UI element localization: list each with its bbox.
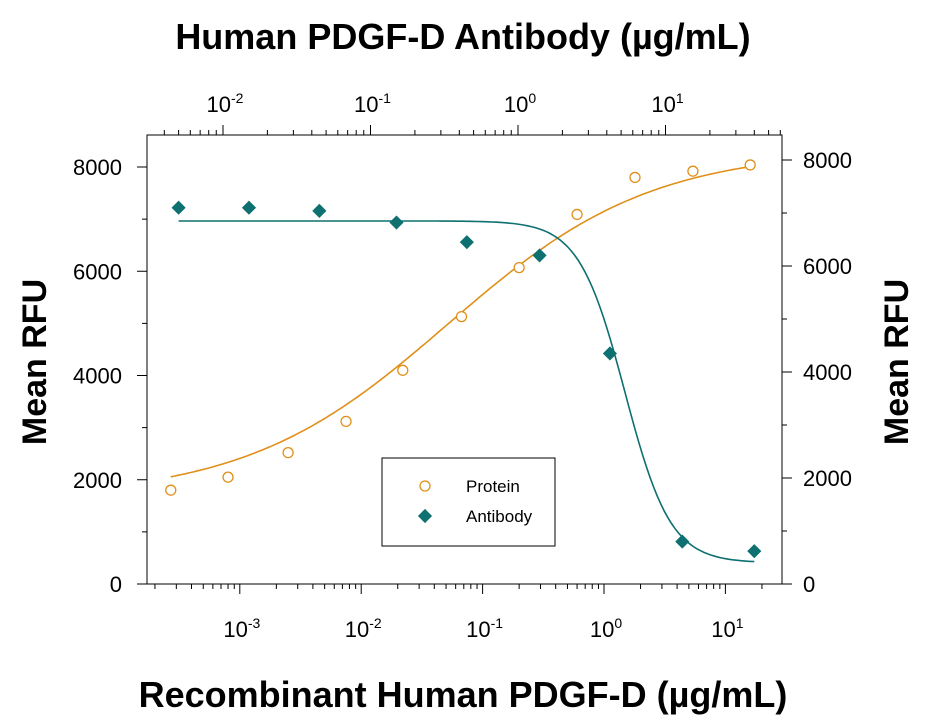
protein-data-point	[397, 364, 409, 376]
protein-data-point	[513, 261, 525, 274]
legend-label-antibody: Antibody	[466, 507, 533, 526]
left-tick-label: 0	[110, 572, 122, 597]
right-tick-label: 4000	[803, 360, 852, 385]
antibody-data-point	[675, 534, 690, 549]
left-tick-label: 6000	[73, 259, 122, 284]
legend-marker-antibody	[417, 508, 433, 524]
antibody-data-point	[312, 203, 327, 218]
legend: Protein Antibody	[381, 457, 556, 547]
antibody-data-point	[389, 215, 404, 230]
antibody-data-point	[602, 346, 618, 361]
legend-label-protein: Protein	[466, 477, 520, 496]
x-axis-title: Recombinant Human PDGF-D (µg/mL)	[139, 674, 788, 715]
tick-marks	[137, 125, 792, 594]
antibody-fit-curve	[178, 220, 755, 563]
protein-data-point	[165, 484, 177, 496]
tick-labels: 10-3 10-2 10-1 100 101 10-2 10-1 100 101 0 2000 400…	[73, 90, 852, 642]
bottom-tick-label: 10-2	[345, 615, 382, 642]
bottom-tick-label: 101	[711, 615, 743, 642]
protein-data-point	[687, 165, 699, 177]
plot-frame	[146, 134, 783, 585]
antibody-data-point	[532, 248, 547, 263]
antibody-data-point	[171, 200, 186, 215]
left-tick-label: 4000	[73, 364, 122, 389]
protein-data-point	[455, 310, 468, 323]
bottom-tick-label: 10-3	[223, 615, 260, 642]
left-tick-label: 8000	[73, 155, 122, 180]
data-points	[165, 159, 762, 559]
right-tick-label: 6000	[803, 254, 852, 279]
right-tick-label: 0	[803, 572, 815, 597]
left-tick-label: 2000	[73, 468, 122, 493]
right-tick-label: 8000	[803, 148, 852, 173]
antibody-data-point	[459, 235, 474, 250]
right-y-axis-title: Mean RFU	[878, 279, 916, 445]
top-tick-label: 100	[504, 90, 536, 117]
protein-data-point	[744, 159, 756, 171]
top-axis-title: Human PDGF-D Antibody (µg/mL)	[175, 16, 750, 57]
bottom-tick-label: 10-1	[466, 615, 503, 642]
top-tick-label: 10-2	[207, 90, 244, 117]
legend-box	[381, 457, 556, 547]
protein-data-point	[282, 446, 294, 459]
left-y-axis-title: Mean RFU	[16, 279, 54, 445]
bottom-tick-label: 100	[590, 615, 622, 642]
antibody-data-point	[747, 544, 762, 559]
protein-data-point	[571, 208, 583, 221]
protein-data-point	[340, 415, 352, 428]
protein-data-point	[222, 471, 234, 483]
top-tick-label: 10-1	[354, 90, 391, 117]
top-tick-label: 101	[651, 90, 683, 117]
antibody-data-point	[241, 200, 257, 215]
right-tick-label: 2000	[803, 466, 852, 491]
protein-data-point	[629, 171, 641, 184]
legend-marker-protein	[419, 480, 431, 492]
